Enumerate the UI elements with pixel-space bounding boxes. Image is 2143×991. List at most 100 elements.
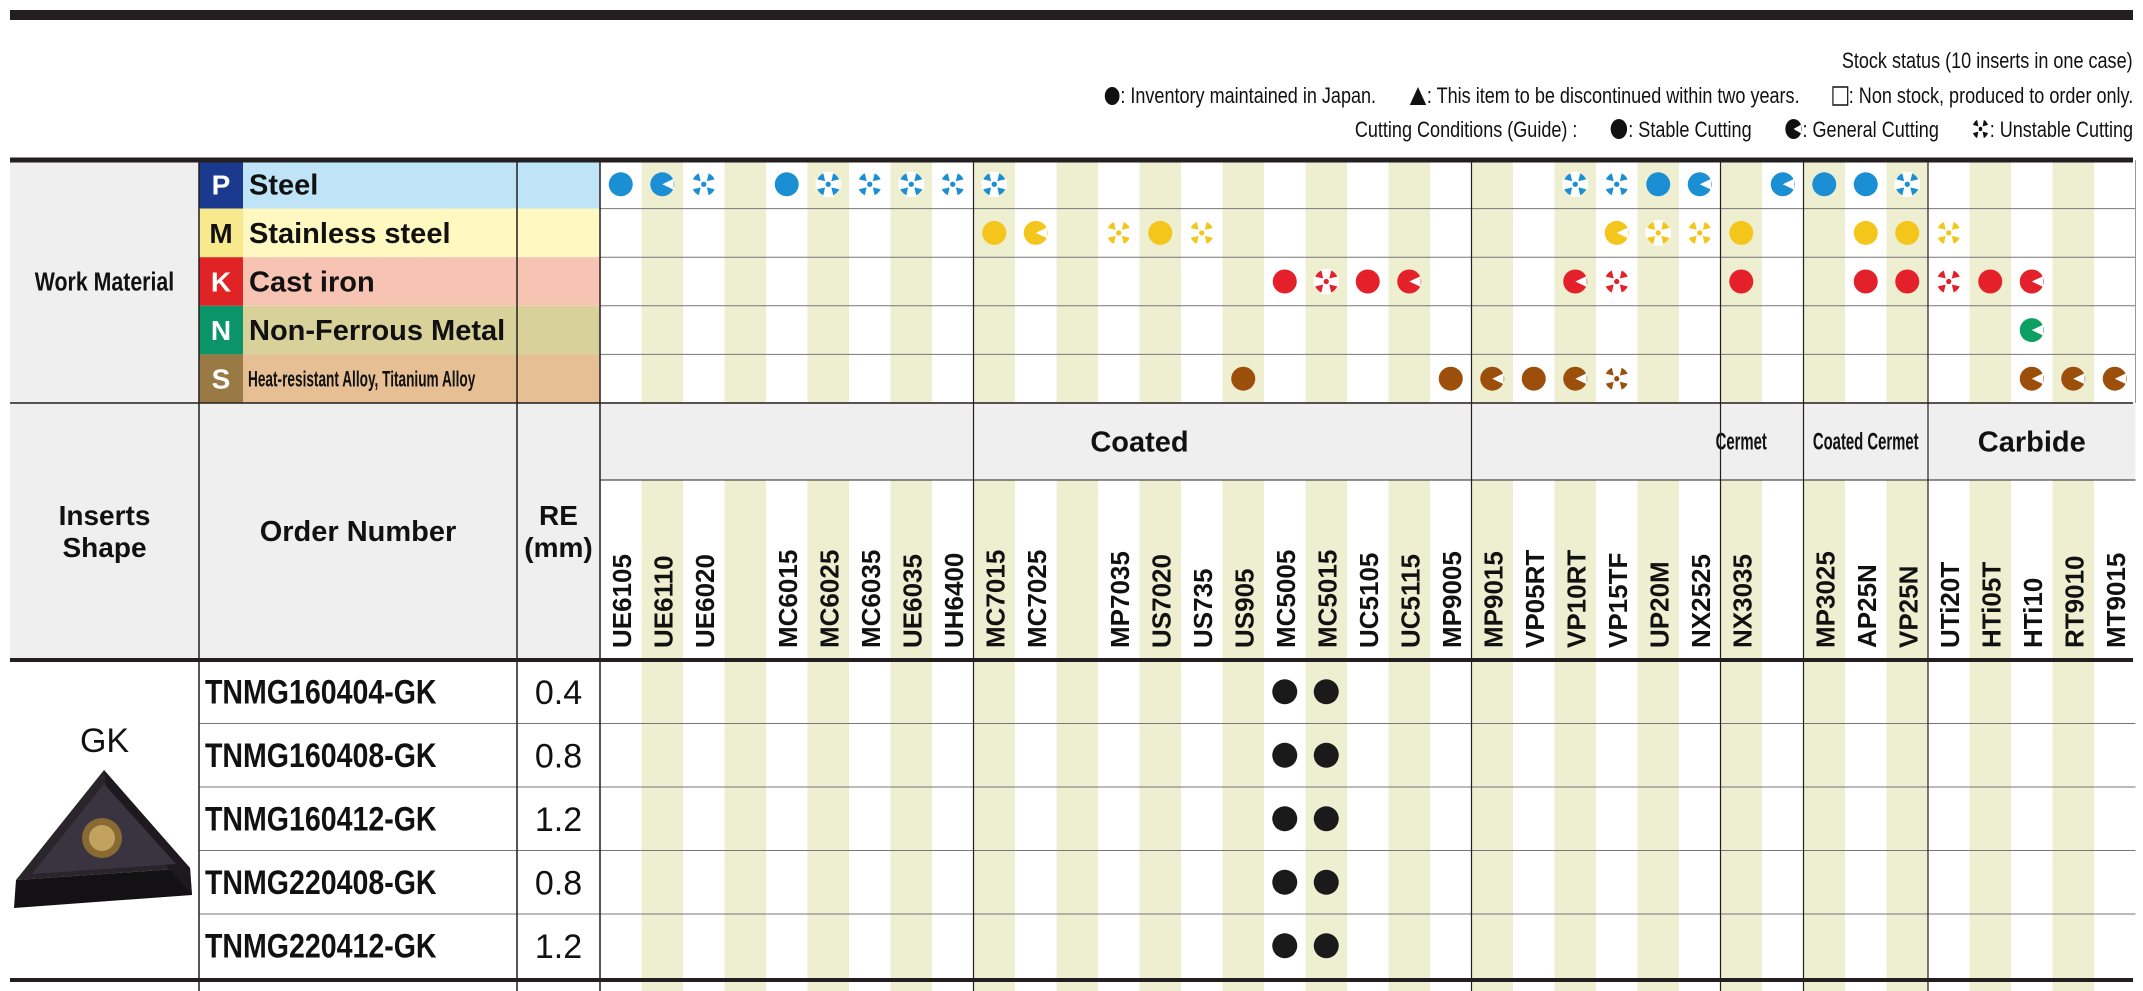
stable-cutting-mark — [774, 172, 799, 197]
column-stripe — [1803, 160, 1845, 403]
stock-mark-mc5005 — [1272, 742, 1298, 768]
group-coated-cermet: Coated Cermet — [1813, 429, 1919, 455]
unstable-notch — [898, 179, 912, 190]
material-code-bg — [199, 354, 243, 403]
cutting-mark-p-up20m — [1646, 172, 1671, 197]
cutting-mark-k-mc5005 — [1272, 269, 1297, 294]
column-stripe — [890, 160, 932, 403]
cutting-mark-s-vp05rt — [1521, 366, 1546, 391]
re-value: 0.8 — [535, 737, 582, 775]
grade-uh6400: UH6400 — [939, 553, 969, 648]
unstable-notch — [1616, 179, 1630, 190]
column-stripe — [1222, 480, 1264, 991]
cutting-mark-m-mp7035 — [1106, 220, 1132, 246]
cutting-mark-s-mp9015 — [1480, 366, 1505, 391]
material-name: Non-Ferrous Metal — [249, 315, 505, 347]
unstable-notch — [691, 179, 704, 190]
stable-cutting-mark — [608, 172, 633, 197]
cutting-mark-m-vp15tf — [1604, 220, 1629, 245]
column-stripe — [1886, 480, 1928, 991]
cutting-mark-s-us905 — [1231, 366, 1256, 391]
material-code-k: K — [211, 267, 231, 298]
unstable-center — [867, 181, 873, 187]
unstable-notch — [1971, 124, 1981, 134]
cutting-mark-p-vp15tf — [1604, 171, 1630, 197]
column-stripe — [1554, 480, 1596, 991]
column-stripe — [641, 480, 683, 991]
unstable-center — [1904, 181, 1910, 187]
unstable-notch — [940, 179, 953, 190]
material-code-bg — [199, 257, 243, 306]
unstable-notch — [1575, 179, 1588, 190]
stock-mark-mc5015 — [1313, 869, 1339, 895]
unstable-notch — [1616, 373, 1630, 384]
stock-mark-mc5015 — [1313, 806, 1339, 832]
grade-uti20t: UTi20T — [1935, 562, 1965, 648]
unstable-center — [701, 181, 707, 187]
unstable-notch — [1645, 227, 1659, 239]
unstable-notch — [828, 179, 841, 190]
cutting-mark-s-hti10 — [2019, 366, 2044, 391]
unstable-notch — [815, 179, 829, 190]
general-notch — [2031, 324, 2044, 336]
unstable-center — [1199, 230, 1205, 236]
unstable-notch — [698, 171, 710, 185]
general-notch — [1793, 124, 1802, 134]
group-carbide: Carbide — [1978, 427, 2086, 459]
material-name: Steel — [249, 169, 318, 201]
insert-shape-name: GK — [80, 722, 129, 760]
header-bg — [10, 403, 600, 660]
stable-cutting-mark — [1895, 220, 1920, 245]
unstable-notch — [703, 179, 717, 190]
grade-mc7025: MC7025 — [1022, 550, 1052, 648]
cutting-mark-s-vp10rt — [1563, 366, 1588, 391]
cutting-mark-m-nx3035 — [1729, 220, 1754, 245]
column-stripe — [724, 480, 766, 991]
legend-unstable-symbol — [1971, 118, 1990, 140]
column-stripe — [807, 480, 849, 991]
stock-status-title: Stock status (10 inserts in one case) — [1842, 48, 2133, 73]
empty-square-icon — [1832, 86, 1849, 112]
grade-us7020: US7020 — [1146, 554, 1176, 648]
unstable-notch — [1118, 227, 1132, 239]
unstable-notch — [822, 184, 834, 197]
cutting-mark-s-mp9005 — [1438, 366, 1463, 391]
grade-mt9015: MT9015 — [2101, 553, 2131, 648]
group-cermet: Cermet — [1716, 429, 1768, 455]
material-name-bg — [243, 160, 600, 209]
material-code-m: M — [209, 218, 232, 249]
grade-nx3035: NX3035 — [1727, 554, 1757, 648]
unstable-notch — [1694, 220, 1706, 233]
column-stripe — [1803, 480, 1845, 991]
grade-ue6110: UE6110 — [648, 555, 678, 648]
unstable-center — [1614, 278, 1620, 285]
grade-ap25n: AP25N — [1852, 564, 1882, 648]
general-notch — [2031, 276, 2044, 287]
unstable-notch — [1106, 227, 1119, 239]
material-name: Heat-resistant Alloy, Titanium Alloy — [248, 366, 476, 391]
cutting-mark-p-ue6035 — [898, 171, 924, 197]
cutting-mark-p-vp10rt — [1562, 171, 1588, 197]
unstable-notch — [988, 184, 1000, 197]
group-header-bg — [600, 403, 2136, 480]
cutting-legend-row: Cutting Conditions (Guide) :: Stable Cut… — [1355, 117, 2133, 146]
unstable-notch — [1976, 129, 1985, 140]
material-code-bg — [199, 208, 243, 258]
unstable-notch — [1943, 232, 1955, 246]
order-number: TNMG160404-GK — [205, 673, 437, 711]
unstable-notch — [1320, 268, 1332, 282]
stock-mark-mc5005 — [1272, 933, 1298, 959]
unstable-notch — [1611, 378, 1623, 392]
unstable-center — [1655, 230, 1661, 236]
legend-general-symbol — [1785, 119, 1802, 139]
column-stripe — [1471, 480, 1513, 991]
work-material-bg — [10, 160, 199, 403]
unstable-notch — [981, 179, 995, 190]
material-code-n: N — [211, 315, 231, 346]
unstable-notch — [869, 179, 883, 190]
unstable-notch — [1948, 227, 1962, 239]
inserts-shape-header-line1: Inserts — [59, 500, 151, 531]
cutting-mark-s-vp15tf — [1604, 366, 1630, 392]
stable-cutting-icon — [1610, 118, 1628, 146]
cutting-mark-s-mt9015 — [2102, 366, 2127, 391]
